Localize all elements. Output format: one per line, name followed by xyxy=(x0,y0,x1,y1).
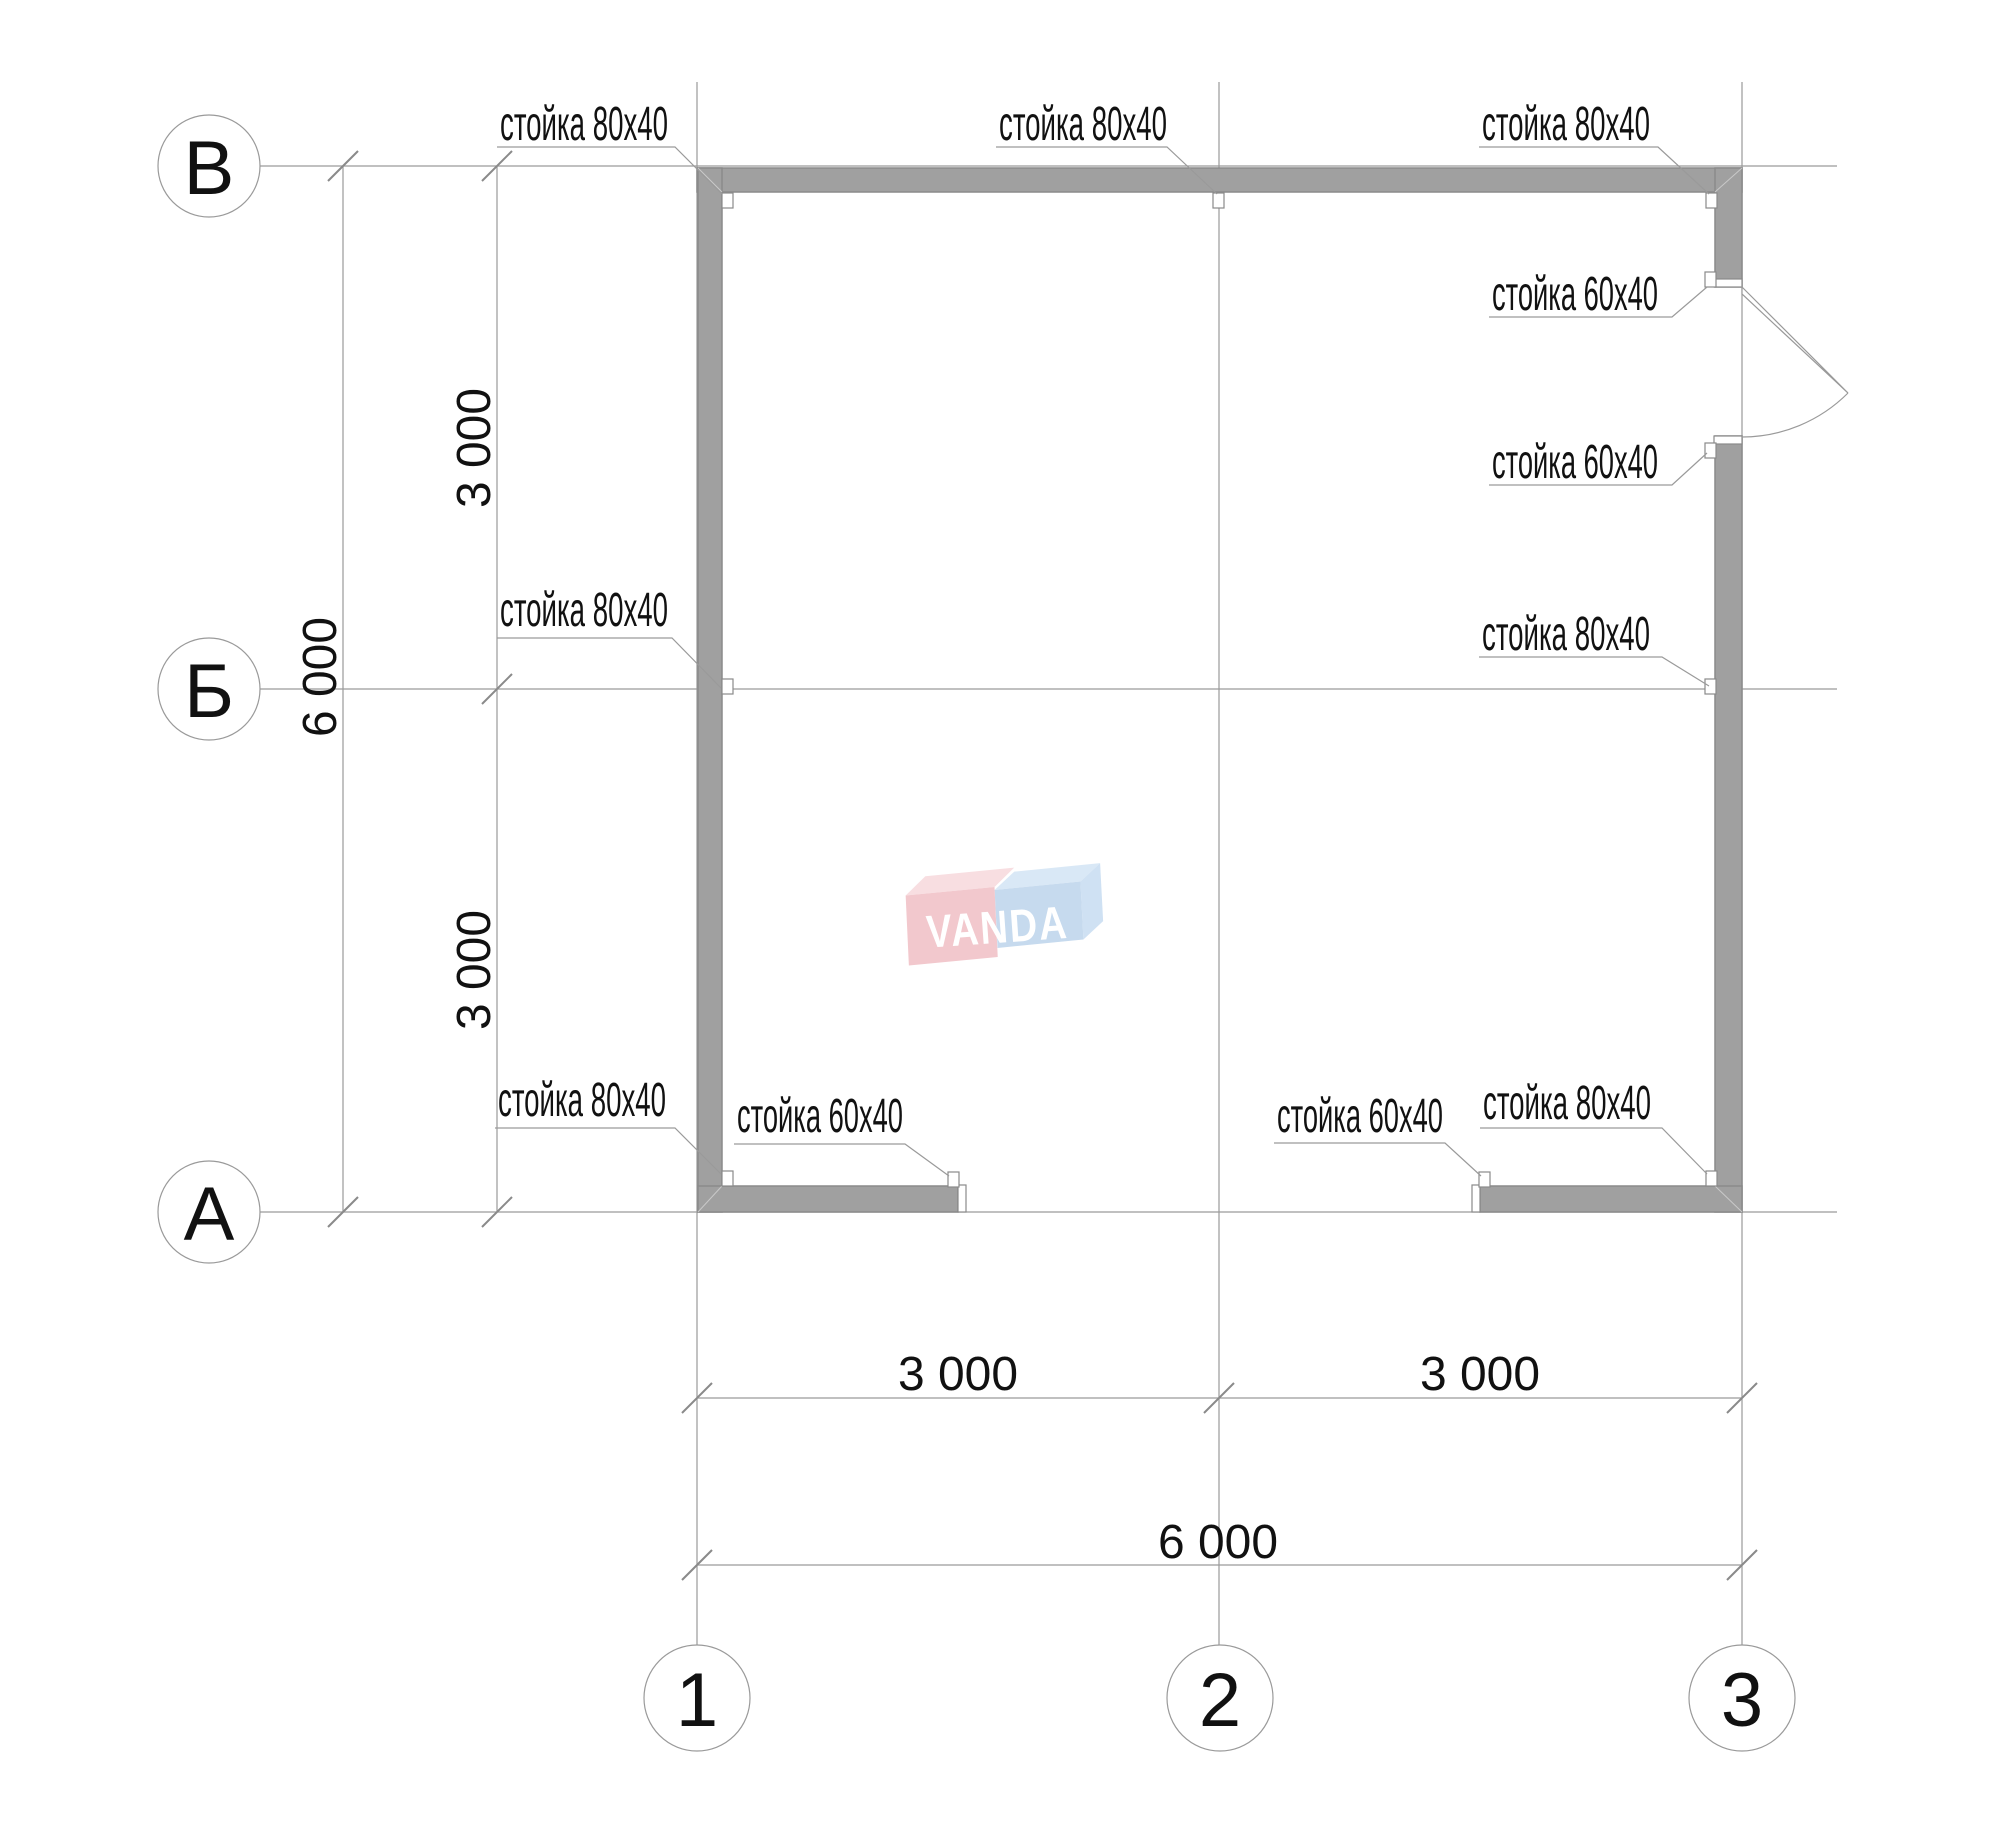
callout-label: стойка 60x40 xyxy=(1277,1090,1443,1143)
wall-top xyxy=(696,167,1743,193)
leader-left-middle xyxy=(497,637,722,689)
wall-left xyxy=(697,167,723,1213)
posts xyxy=(721,192,1718,1188)
post-top-right xyxy=(1705,192,1718,209)
axis-letter-a: А xyxy=(184,1172,235,1257)
axis-circle-1 xyxy=(643,1644,751,1752)
leader-bottom-right xyxy=(1480,1127,1708,1175)
watermark-text: VANDA xyxy=(925,896,1070,958)
watermark-blue-side xyxy=(1080,863,1104,940)
leader-right-middle xyxy=(1479,656,1710,687)
opening-cap-left-segment xyxy=(957,1184,967,1213)
corner-miter-tr xyxy=(1714,167,1743,193)
axis-circle-3 xyxy=(1688,1644,1796,1752)
leader-opening-left xyxy=(734,1143,950,1177)
dimension-texts: 3 000 3 000 6 000 3 000 3 000 6 000 xyxy=(294,388,1540,1569)
axis-number-1: 1 xyxy=(676,1658,718,1743)
post-left-middle xyxy=(721,678,734,695)
corner-miter-br xyxy=(1714,1185,1743,1213)
wall-bottom-left-segment xyxy=(697,1185,959,1213)
watermark-pink-box xyxy=(905,887,998,966)
leader-opening-right xyxy=(1274,1142,1482,1177)
walls xyxy=(696,167,1743,1213)
opening-cap-right-segment xyxy=(1471,1184,1481,1213)
wall-bottom-right-segment xyxy=(1479,1185,1743,1213)
dim-text-bottom-right-3000: 3 000 xyxy=(1420,1348,1540,1401)
callout-label: стойка 60x40 xyxy=(737,1090,903,1143)
watermark-pink-top xyxy=(905,867,1015,896)
corner-miter-tl xyxy=(697,167,723,193)
post-bottom-right xyxy=(1705,1170,1718,1187)
callout-label: стойка 80x40 xyxy=(498,1074,666,1127)
axis-circle-a xyxy=(157,1160,261,1264)
callout-label: стойка 80x40 xyxy=(999,98,1167,151)
door xyxy=(1741,285,1849,438)
leader-door-lower xyxy=(1489,452,1708,486)
leader-top-middle xyxy=(996,146,1218,195)
post-right-middle xyxy=(1704,678,1717,695)
callouts: стойка 80x40 стойка 80x40 стойка 80x40 с… xyxy=(495,98,1710,1177)
watermark-blue-top xyxy=(994,863,1101,891)
callout-label: стойка 80x40 xyxy=(500,98,668,151)
axis-letter-v: В xyxy=(184,126,235,211)
callout-label: стойка 80x40 xyxy=(1482,98,1650,151)
door-jamb-cap-bottom xyxy=(1713,435,1743,445)
axis-circle-v xyxy=(157,114,261,218)
dim-text-left-lower-3000: 3 000 xyxy=(448,910,501,1030)
axis-markers: В Б А 1 2 3 xyxy=(157,114,1796,1752)
axis-circle-2 xyxy=(1166,1644,1274,1752)
leader-bottom-left xyxy=(495,1127,722,1175)
post-top-left xyxy=(721,192,734,209)
dim-text-bottom-left-3000: 3 000 xyxy=(898,1348,1018,1401)
callout-label: стойка 60x40 xyxy=(1492,436,1658,489)
leader-door-upper xyxy=(1489,286,1708,318)
leader-top-left xyxy=(497,146,723,195)
dimension-lines xyxy=(327,150,1758,1581)
leader-top-right xyxy=(1479,146,1710,195)
post-door-upper xyxy=(1704,271,1717,288)
callout-label: стойка 80x40 xyxy=(1482,608,1650,661)
vanda-watermark: VANDA xyxy=(905,863,1104,966)
door-jamb-cap-top xyxy=(1713,278,1743,288)
callout-label: стойка 60x40 xyxy=(1492,268,1658,321)
dim-ticks xyxy=(327,150,1758,1581)
post-bottom-left xyxy=(721,1170,734,1187)
callout-label: стойка 80x40 xyxy=(500,584,668,637)
axis-number-2: 2 xyxy=(1199,1658,1241,1743)
door-swing-arc xyxy=(1741,392,1849,438)
axis-letter-b: Б xyxy=(184,649,234,734)
watermark-blue-box xyxy=(994,881,1084,948)
corner-miter-bl xyxy=(697,1185,723,1213)
dim-text-bottom-6000: 6 000 xyxy=(1158,1516,1278,1569)
post-top-middle xyxy=(1212,192,1225,209)
post-opening-left xyxy=(947,1171,960,1188)
door-leaf xyxy=(1741,285,1849,394)
callout-label: стойка 80x40 xyxy=(1483,1077,1651,1130)
wall-right-lower xyxy=(1714,435,1743,1213)
axis-number-3: 3 xyxy=(1721,1658,1763,1743)
post-door-lower xyxy=(1704,442,1717,459)
dim-text-left-6000: 6 000 xyxy=(294,617,347,737)
axis-circle-b xyxy=(157,637,261,741)
post-opening-right xyxy=(1478,1171,1491,1188)
wall-right-upper xyxy=(1714,167,1743,288)
dim-text-left-upper-3000: 3 000 xyxy=(448,388,501,508)
